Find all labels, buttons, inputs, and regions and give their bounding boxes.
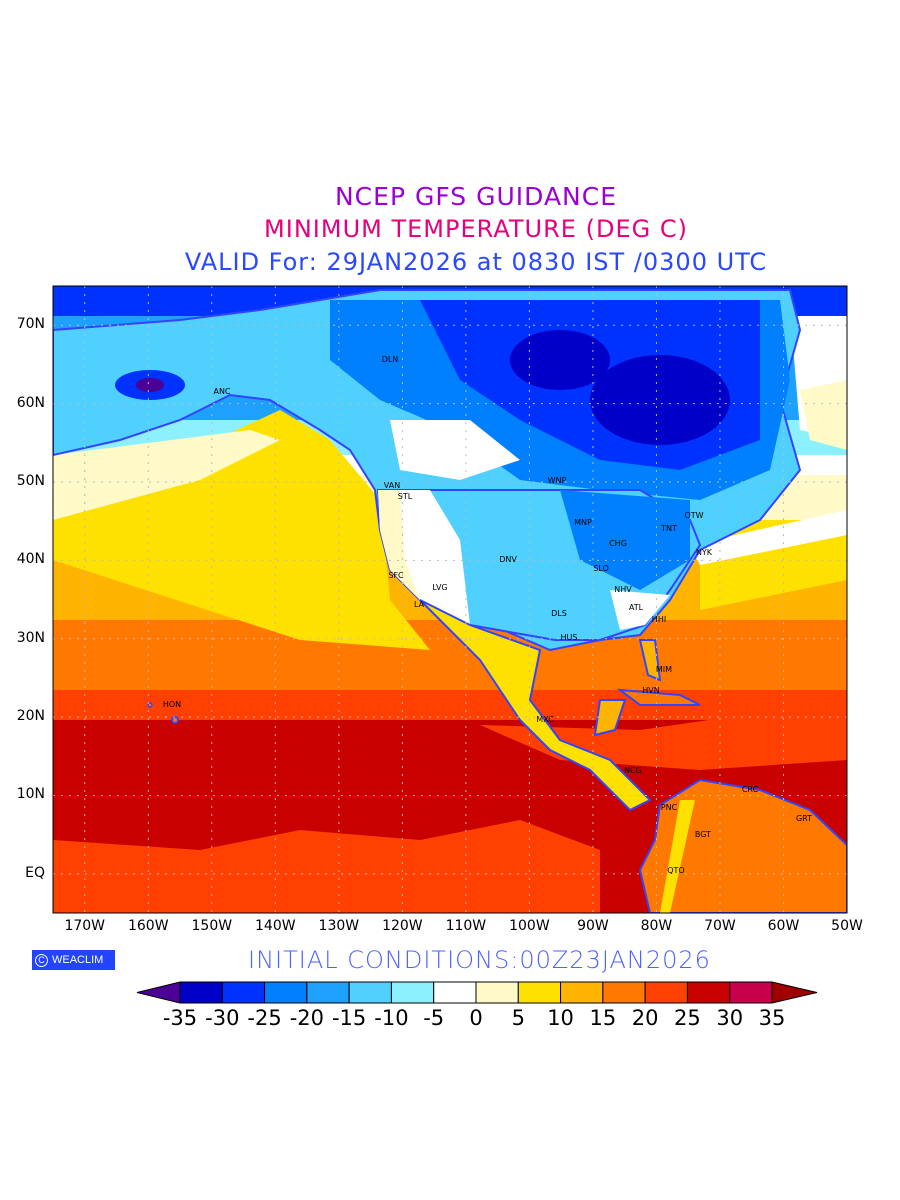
city-label: HUS — [561, 633, 578, 642]
city-label: STL — [398, 492, 413, 501]
colorbar-swatch — [644, 981, 688, 1004]
colorbar-label: 20 — [631, 1006, 659, 1030]
x-tick-label: 50W — [831, 918, 863, 934]
city-label: MIM — [656, 665, 672, 674]
colorbar-label: -5 — [423, 1006, 445, 1030]
colorbar-swatch — [221, 981, 266, 1004]
x-tick-label: 140W — [255, 918, 296, 934]
y-tick-label: 50N — [16, 472, 45, 489]
colorbar-label: -25 — [247, 1006, 282, 1030]
valid-time: VALID For: 29JAN2026 at 0830 IST /0300 U… — [184, 248, 768, 276]
colorbar-label: -15 — [331, 1006, 367, 1030]
x-tick-label: 170W — [64, 918, 106, 934]
colorbar-under-triangle — [136, 981, 181, 1004]
colorbar-swatch — [306, 981, 350, 1004]
x-tick-label: 100W — [509, 918, 550, 934]
colorbar-swatch — [602, 981, 646, 1004]
colorbar-swatch — [433, 981, 477, 1004]
x-tick-label: 110W — [445, 918, 487, 934]
colorbar-label: 10 — [547, 1006, 574, 1030]
colorbar-label: 25 — [674, 1006, 701, 1030]
y-tick-label: EQ — [25, 864, 45, 881]
city-label: ANC — [213, 387, 230, 396]
city-label: NCG — [624, 766, 642, 775]
city-label: DNV — [499, 555, 517, 564]
city-label: HVN — [642, 686, 659, 695]
y-tick-label: 70N — [16, 316, 45, 333]
colorbar-swatch — [686, 981, 731, 1004]
y-tick-label: 30N — [16, 629, 45, 646]
x-tick-label: 90W — [577, 918, 609, 934]
city-label: WNP — [548, 476, 567, 485]
city-label: NHV — [614, 585, 632, 594]
city-label: SLO — [593, 564, 609, 573]
city-label: SFC — [388, 571, 404, 580]
city-label: DLS — [551, 609, 567, 618]
initial-conditions: INITIAL CONDITIONS:00Z23JAN2026 — [248, 946, 711, 974]
city-label: ATL — [629, 603, 644, 612]
weaclim-logo: C WEACLIM — [32, 950, 115, 970]
city-label: HON — [163, 700, 181, 709]
city-label: CRC — [742, 785, 759, 794]
map-frame — [52, 285, 848, 914]
city-label: MXC — [536, 715, 554, 724]
logo-text: WEACLIM — [52, 954, 104, 966]
colorbar-swatch — [348, 981, 392, 1004]
colorbar-label: -35 — [162, 1006, 198, 1030]
colorbar-swatch — [560, 981, 604, 1004]
city-label: LVG — [432, 583, 447, 592]
city-label: DLN — [382, 355, 399, 364]
graticule — [53, 286, 847, 913]
x-tick-label: 80W — [640, 918, 673, 934]
chart-subtitle: MINIMUM TEMPERATURE (DEG C) — [264, 215, 688, 243]
x-tick-label: 160W — [127, 918, 169, 934]
colorbar-swatch — [729, 981, 773, 1004]
x-tick-label: 120W — [382, 918, 423, 934]
colorbar-swatch — [179, 981, 223, 1004]
city-label: LA — [414, 600, 425, 609]
city-label: BGT — [695, 830, 711, 839]
chart-title: NCEP GFS GUIDANCE — [334, 182, 617, 211]
x-tick-label: 60W — [767, 918, 800, 934]
colorbar-label: 30 — [716, 1006, 744, 1030]
city-label: MNP — [574, 518, 592, 527]
city-label: NYK — [696, 548, 713, 557]
colorbar-label: -10 — [374, 1006, 409, 1030]
city-label: QTO — [667, 866, 684, 875]
colorbar-swatch — [475, 981, 519, 1004]
city-label: HHI — [652, 615, 666, 624]
x-tick-label: 150W — [191, 918, 233, 934]
colorbar-over-triangle — [771, 981, 818, 1004]
y-tick-label: 60N — [16, 394, 45, 411]
colorbar-label: 15 — [589, 1006, 617, 1030]
x-tick-label: 130W — [318, 918, 360, 934]
city-label: CHG — [609, 539, 627, 548]
copyright-icon: C — [35, 953, 48, 967]
x-tick-label: 70W — [704, 918, 736, 934]
y-tick-label: 40N — [16, 551, 45, 568]
colorbar-label: 0 — [469, 1006, 483, 1030]
city-label: GRT — [796, 814, 812, 823]
colorbar-swatch — [390, 981, 435, 1004]
colorbar-label: 5 — [511, 1006, 525, 1030]
y-tick-label: 10N — [16, 786, 45, 803]
colorbar-swatch — [264, 981, 308, 1004]
y-tick-label: 20N — [16, 708, 45, 725]
city-label: TNT — [660, 524, 677, 533]
colorbar-label: -20 — [289, 1006, 324, 1030]
city-label: PNC — [661, 803, 678, 812]
colorbar-label: 35 — [758, 1006, 786, 1030]
colorbar-swatch — [517, 981, 562, 1004]
city-label: VAN — [384, 481, 400, 490]
city-labels: DLN ANC VAN STL WNP MNP OTW TNT NYK CHG SLO DNV SFC L… — [163, 355, 812, 875]
colorbar-label: -30 — [205, 1006, 240, 1030]
city-label: OTW — [684, 511, 703, 520]
